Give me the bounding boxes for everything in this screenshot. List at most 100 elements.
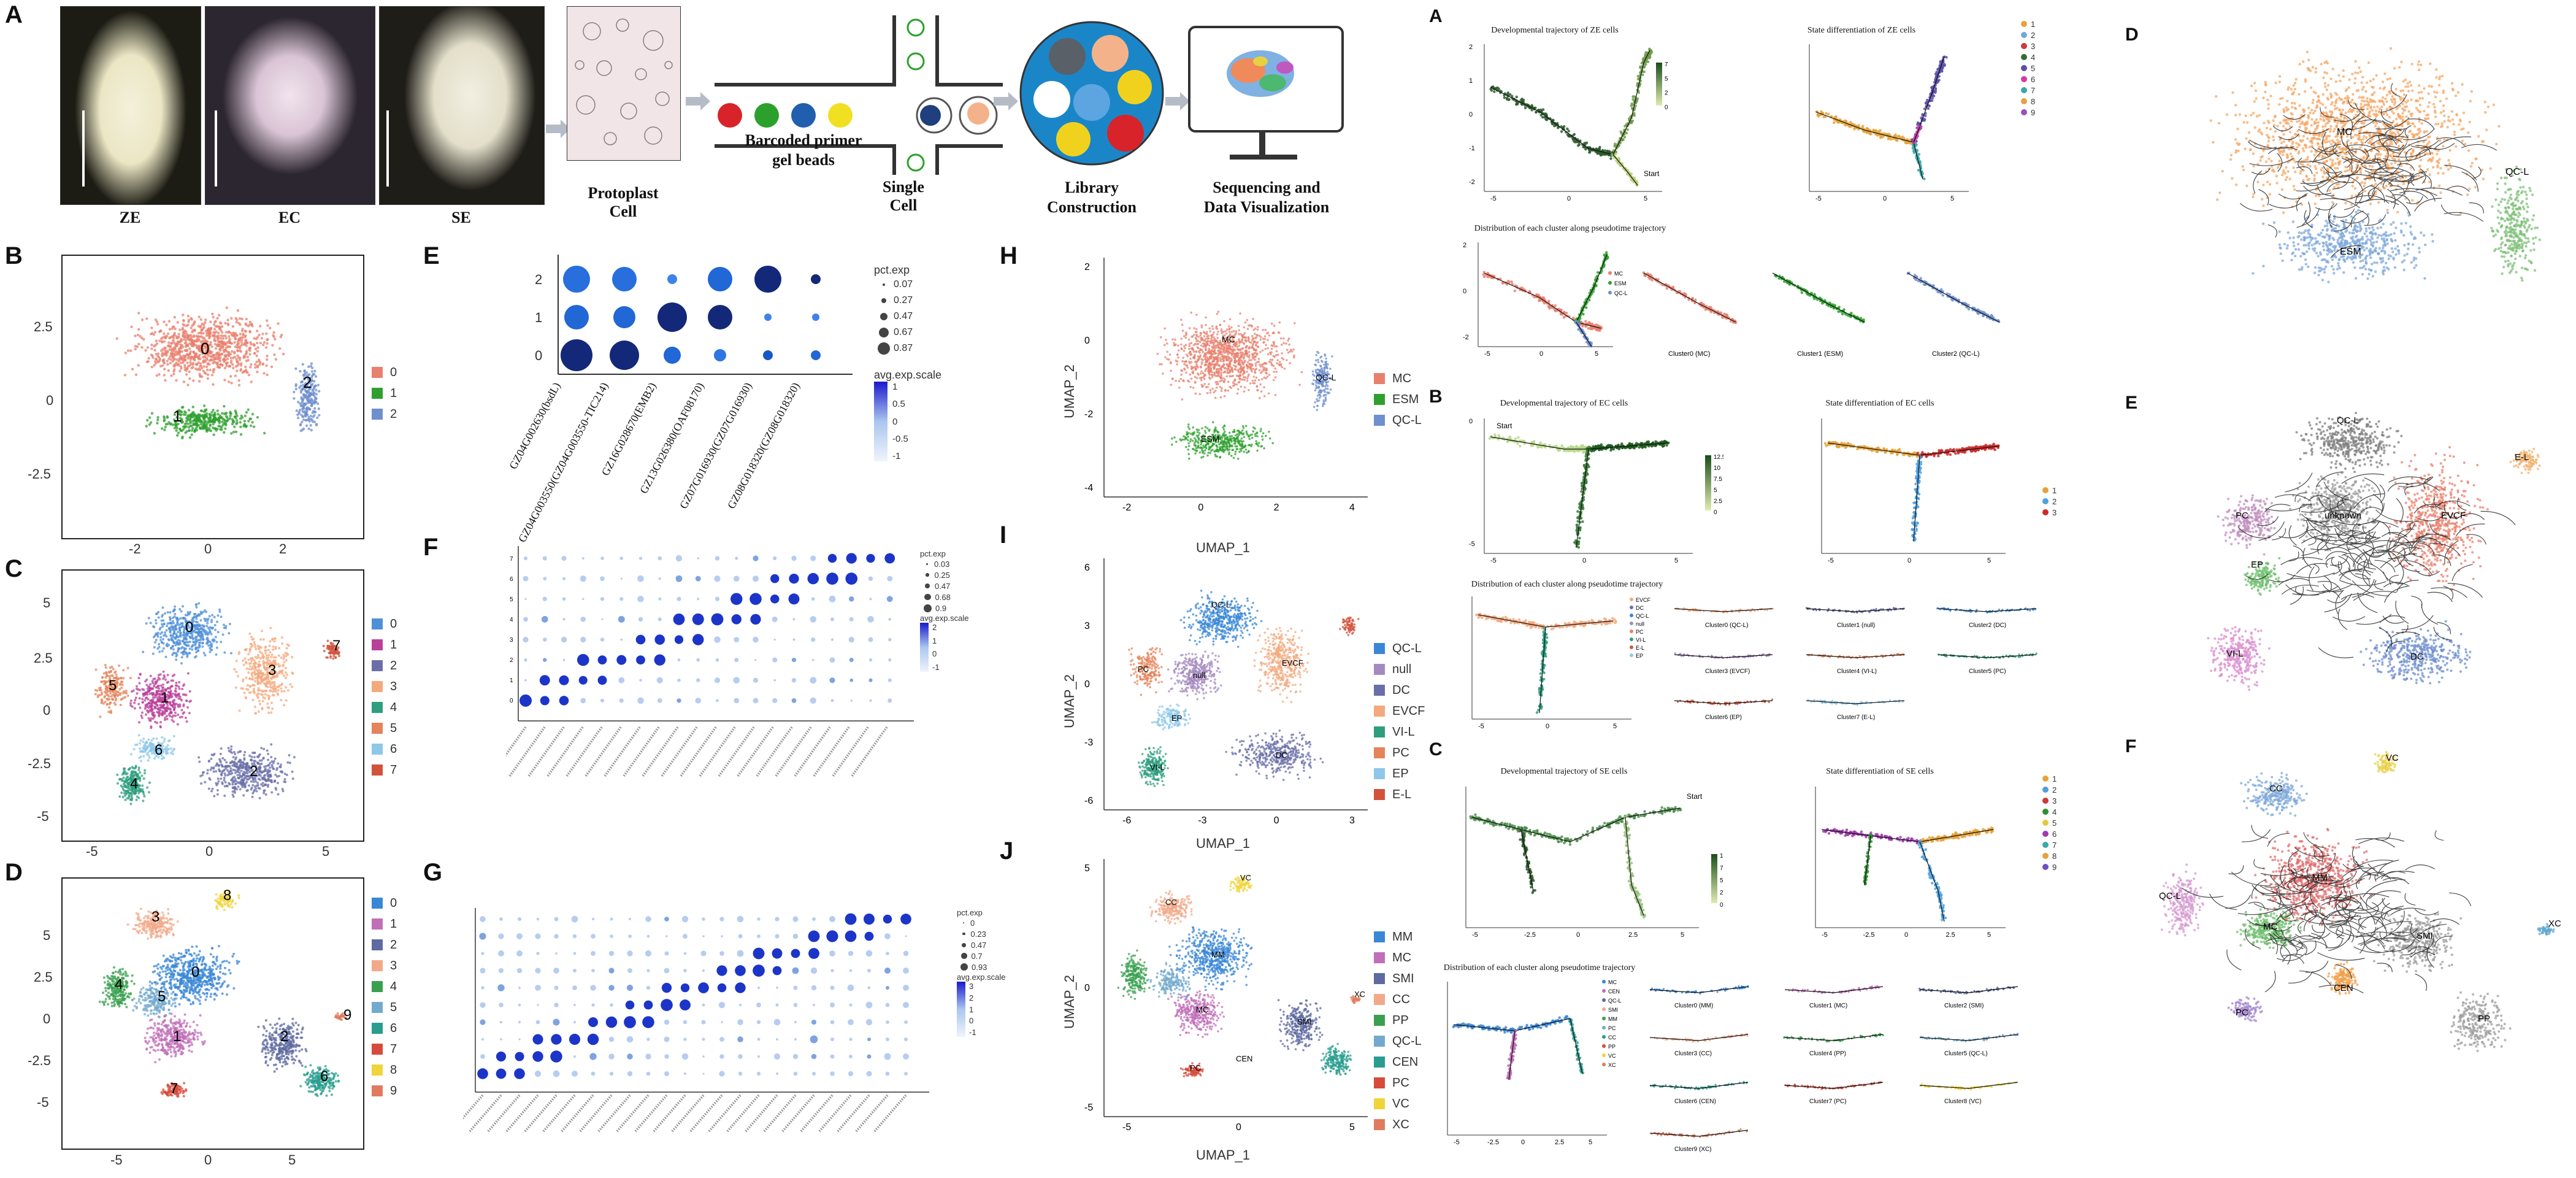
dot [559,675,569,685]
gene-label-placeholder [623,726,660,777]
dot [738,1054,743,1059]
dot [867,616,874,623]
dot [657,556,662,561]
dot [610,341,639,370]
legend-swatch [1374,1119,1385,1130]
y-tick: 0 [1084,336,1090,346]
microfluidic-diagram [715,15,1003,175]
legend-swatch [372,367,383,378]
dot [481,952,485,955]
traj-c-pseudotime-plot: -5 -2.5 0 2.5 5 10 7.5 5 2.5 0 Start [1465,787,1723,939]
dot [791,658,797,663]
legend-item: 0.27 [874,293,941,309]
legend-item: 0.68 [920,591,969,602]
dot [656,677,663,683]
start-label: Start [1497,422,1512,430]
dot [829,1002,835,1008]
legend-item: 2 [372,655,397,676]
legend-item: 2 [2021,29,2035,40]
gene-label-placeholder [486,1094,521,1133]
dot [810,967,818,974]
legend-label: 6 [2031,75,2035,84]
legend-item: 0.7 [957,950,1006,961]
cluster-label: 7 [170,1080,178,1097]
gene-label-placeholder [604,726,641,777]
cell-cluster [129,670,192,730]
velocity-panel-label-D: D [2125,25,2139,45]
dot [753,677,759,683]
cluster-label: QC-L [1211,600,1230,609]
dot [638,617,643,622]
dot [677,596,681,601]
colorbar-label: -1 [932,663,940,672]
legend-title: pct.exp [957,908,1006,917]
dot [645,1053,651,1060]
cluster-label: 1 [173,407,182,425]
legend-swatch [2021,87,2027,93]
dot [524,658,527,662]
trajectory-branch [1676,698,1774,706]
legend-swatch [372,1023,383,1034]
legend-swatch [1374,706,1385,717]
cell-cluster [1339,616,1360,636]
legend-swatch [372,702,383,713]
dot [708,305,732,329]
x-tick: 5 [1681,931,1684,939]
legend-label: VC [1608,1053,1616,1059]
legend-swatch [1630,637,1633,641]
dot [480,1054,485,1059]
x-tick: -2 [129,541,141,557]
trajectory-line [1674,608,1773,612]
dot [590,985,596,991]
cell-cluster [98,966,136,1009]
dot [849,617,854,622]
cluster-label: 7 [332,637,340,654]
trajectory-branch [1489,85,1615,160]
traj-c-title3: Distribution of each cluster along pseud… [1429,963,1650,973]
umap-c-frame: 0 1 2 3 4 5 6 7 [61,569,364,842]
dot [569,1033,581,1045]
colorbar [957,982,965,1037]
y-tick: 3 [510,637,513,644]
legend-item: XC [1374,1114,1422,1135]
single-cell-label: Single Cell [870,178,937,215]
dot [535,985,541,991]
dot [830,1054,835,1059]
dot [811,637,816,642]
legend-swatch [2042,831,2049,837]
dot [715,556,720,561]
dot [737,1036,743,1042]
cluster-label: VC [2386,753,2399,763]
dot [717,983,727,993]
dot [764,314,772,321]
gene-label: GZ04G002630(bsdL) [507,380,563,471]
legend-label: PC [1392,1076,1409,1090]
legend-item: 5 [2042,817,2057,828]
dot [697,557,700,560]
gene-label-placeholder [726,1094,760,1133]
legend-swatch [1630,622,1633,625]
cell-cluster [1149,890,1193,925]
colorbar-label: 0 [932,649,940,658]
cluster-label: CC [2269,783,2283,794]
gene-label-placeholder [523,1094,558,1133]
cell-cluster [1117,949,1151,1000]
legend-label: EP [1392,767,1409,781]
cell-cluster [2490,165,2542,282]
dot [735,556,738,560]
dot [903,985,909,991]
legend-swatch [372,1085,383,1096]
ec-photo [205,6,375,205]
legend-label: 2 [390,938,397,952]
legend-label: 4 [390,980,397,994]
dot [627,1071,633,1077]
legend-label: 2 [2052,785,2057,795]
legend-item: 5 [372,997,397,1018]
cell-cluster [2388,445,2489,591]
dot [735,965,746,976]
dot [869,598,872,601]
dot [811,1019,817,1025]
trajectory-line [1938,608,2037,612]
cluster-caption: Cluster4 (VI-L) [1837,668,1877,675]
legend-swatch [372,618,383,629]
